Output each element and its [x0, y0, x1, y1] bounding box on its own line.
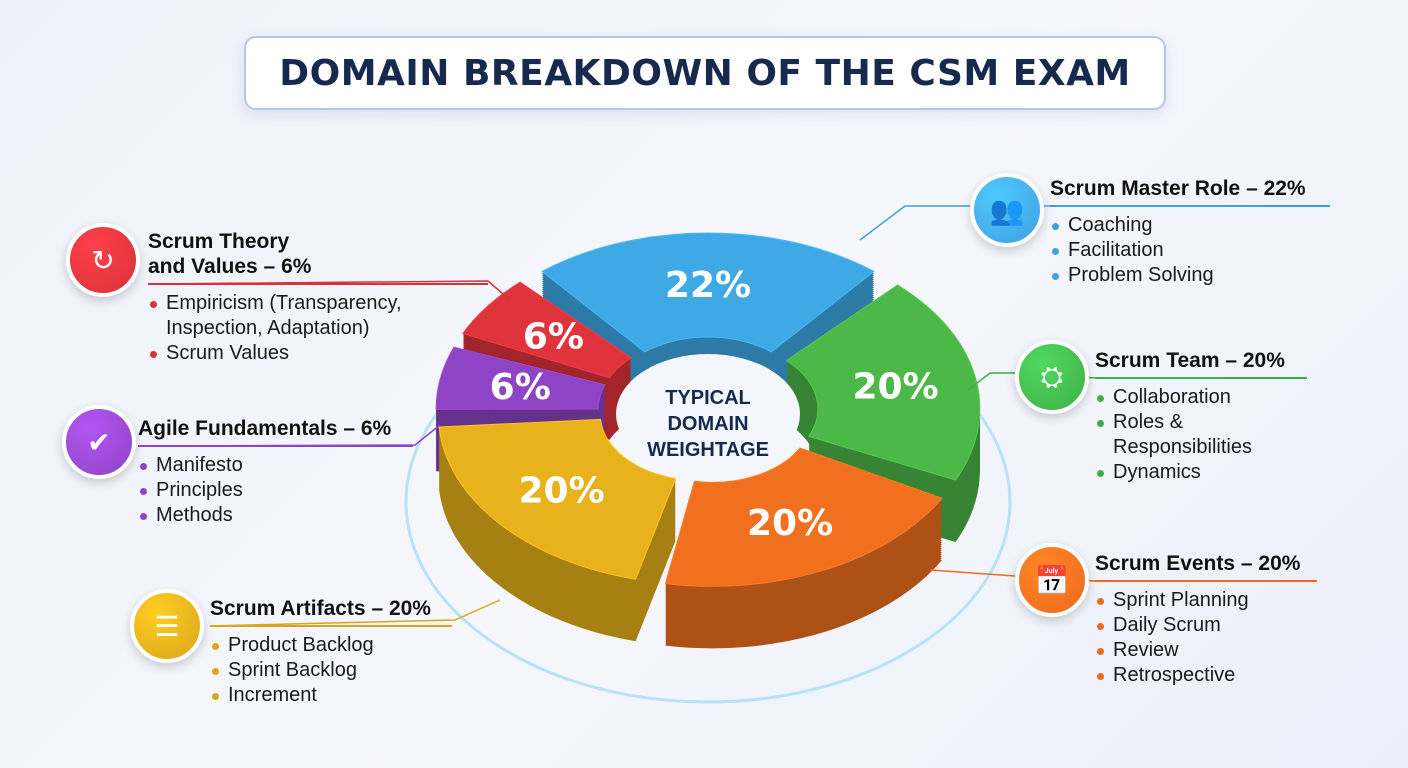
topic-item: Coaching: [1050, 213, 1330, 238]
center-label: DOMAIN: [667, 413, 748, 435]
slice-label: 20%: [519, 470, 605, 511]
title-banner: DOMAIN BREAKDOWN OF THE CSM EXAM: [244, 36, 1166, 110]
slice-label: 20%: [852, 366, 938, 407]
category-panel: Scrum Artifacts – 20% Product Backlog Spri…: [210, 596, 452, 708]
category-panel: Scrum Master Role – 22% Coaching Facilitat…: [1050, 176, 1330, 288]
heading-rule: [1050, 205, 1330, 207]
scrum-cycle-icon: ↻: [66, 223, 140, 297]
topic-item: Empiricism (Transparency, Inspection, Ad…: [148, 291, 488, 341]
slice-label: 20%: [747, 503, 833, 544]
heading-rule: [148, 283, 488, 285]
topic-item: Collaboration: [1095, 385, 1307, 410]
topic-item: Methods: [138, 503, 413, 528]
topic-item: Dynamics: [1095, 460, 1307, 485]
slice-scrum-artifacts: 20%: [438, 418, 677, 642]
slice-top: [462, 281, 633, 379]
topic-list: Empiricism (Transparency, Inspection, Ad…: [148, 291, 488, 366]
topic-list: Product Backlog Sprint Backlog Increment: [210, 633, 452, 708]
topic-item: Sprint Planning: [1095, 588, 1317, 613]
category-panel: Scrum Team – 20% Collaboration Roles & Res…: [1095, 348, 1307, 485]
page-title: DOMAIN BREAKDOWN OF THE CSM EXAM: [279, 52, 1131, 94]
slice-label: 6%: [523, 317, 584, 358]
heading-rule: [1095, 580, 1317, 582]
slice-scrum-master-role: 22%: [541, 232, 875, 414]
topic-list: Manifesto Principles Methods: [138, 453, 413, 528]
topic-item: Increment: [210, 683, 452, 708]
category-heading: Scrum Events – 20%: [1095, 552, 1301, 575]
topic-item: Sprint Backlog: [210, 658, 452, 683]
heading-rule: [210, 625, 452, 627]
slice-scrum-events: 20%: [664, 447, 943, 649]
calendar-clock-icon: 📅: [1015, 543, 1089, 617]
donut-hole: [616, 354, 800, 474]
topic-list: Collaboration Roles & Responsibilities Dyn…: [1095, 385, 1307, 485]
slice-top: [785, 284, 981, 481]
topic-list: Sprint Planning Daily Scrum Review Retrospe…: [1095, 588, 1317, 688]
topic-item: Manifesto: [138, 453, 413, 478]
topic-item: Problem Solving: [1050, 263, 1330, 288]
team-network-icon: ⛭: [1015, 340, 1089, 414]
topic-item: Facilitation: [1050, 238, 1330, 263]
category-heading: Scrum Master Role – 22%: [1050, 177, 1306, 200]
category-panel: Scrum Theory and Values – 6% Empiricism (…: [148, 229, 488, 366]
slice-top: [435, 346, 606, 410]
center-label: TYPICAL: [665, 387, 751, 409]
category-panel: Scrum Events – 20% Sprint Planning Daily S…: [1095, 551, 1317, 688]
heading-rule: [1095, 377, 1307, 379]
topic-item: Retrospective: [1095, 663, 1317, 688]
topic-item: Roles & Responsibilities: [1095, 410, 1307, 460]
topic-item: Principles: [138, 478, 413, 503]
topic-item: Review: [1095, 638, 1317, 663]
agile-cycle-check-icon: ✔: [62, 405, 136, 479]
topic-item: Daily Scrum: [1095, 613, 1317, 638]
category-heading: Agile Fundamentals – 6%: [138, 417, 392, 440]
topic-item: Product Backlog: [210, 633, 452, 658]
people-group-icon: 👥: [970, 173, 1044, 247]
category-panel: Agile Fundamentals – 6% Manifesto Principl…: [138, 416, 413, 528]
heading-rule: [138, 445, 413, 447]
slice-top: [541, 232, 875, 353]
topic-item: Scrum Values: [148, 341, 488, 366]
backlog-list-icon: ☰: [130, 589, 204, 663]
slice-label: 22%: [665, 265, 751, 306]
category-heading: Scrum Team – 20%: [1095, 349, 1285, 372]
category-heading: Scrum Theory and Values – 6%: [148, 230, 312, 278]
topic-list: Coaching Facilitation Problem Solving: [1050, 213, 1330, 288]
category-heading: Scrum Artifacts – 20%: [210, 597, 431, 620]
connector-line: [209, 599, 501, 627]
slice-label: 6%: [490, 367, 551, 408]
slice-top: [438, 418, 677, 580]
center-label: WEIGHTAGE: [647, 439, 769, 461]
slice-top: [664, 447, 943, 587]
